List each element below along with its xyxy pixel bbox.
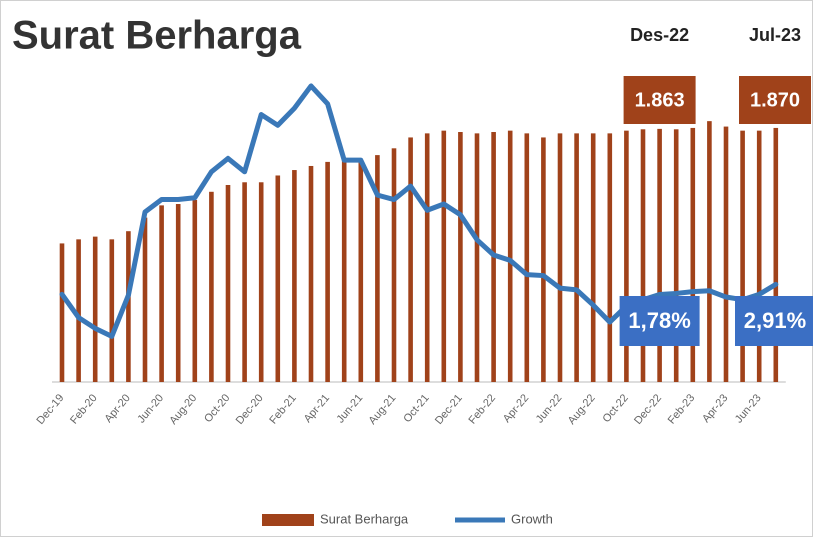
bar — [76, 239, 81, 382]
bar — [258, 182, 264, 382]
legend-label: Surat Berharga — [320, 511, 409, 526]
growth-line — [59, 83, 779, 339]
bar — [574, 133, 579, 382]
column-header: Jul-23 — [749, 25, 801, 45]
bar — [424, 133, 430, 382]
bar-value-label: 1.863 — [635, 89, 685, 111]
bar — [590, 133, 596, 382]
bar — [391, 148, 397, 382]
chart-title: Surat Berharga — [12, 14, 302, 58]
bar — [59, 243, 65, 382]
bar — [673, 129, 679, 382]
bar — [408, 137, 413, 382]
bar — [325, 161, 330, 382]
bar — [557, 133, 563, 382]
growth-label-box — [735, 296, 813, 346]
growth-value-label: 1,78% — [628, 308, 690, 333]
bar — [209, 191, 214, 382]
column-header: Des-22 — [630, 25, 689, 45]
bar — [541, 137, 546, 382]
bar — [242, 182, 247, 382]
bar — [275, 175, 281, 382]
bar — [192, 199, 198, 382]
bar — [740, 130, 745, 382]
growth-value-label: 2,91% — [744, 308, 806, 333]
bar — [225, 184, 231, 382]
bar-value-label: 1.870 — [750, 89, 800, 111]
bar — [126, 231, 131, 382]
bar — [723, 126, 729, 382]
bar — [707, 121, 712, 382]
bar — [607, 133, 613, 382]
bar — [142, 217, 148, 382]
bar — [308, 165, 314, 382]
bar — [624, 130, 629, 382]
growth-label-box — [619, 296, 700, 346]
bar — [474, 133, 480, 382]
bar — [773, 127, 779, 382]
bar — [507, 130, 513, 382]
bar — [175, 204, 181, 382]
bar — [159, 205, 164, 382]
bar — [657, 128, 662, 382]
bar-label-box — [739, 76, 811, 124]
bar — [92, 236, 98, 382]
bar — [358, 160, 364, 382]
bar — [441, 130, 447, 382]
bar — [109, 239, 115, 382]
legend-label: Growth — [511, 511, 553, 526]
bar — [524, 133, 530, 382]
bar — [640, 129, 646, 382]
bar-label-box — [623, 76, 696, 124]
legend-swatch — [262, 514, 314, 526]
bar — [292, 170, 297, 382]
bar — [341, 157, 347, 382]
bar — [756, 130, 762, 382]
bar — [375, 155, 380, 382]
bar — [458, 132, 463, 382]
bar — [690, 127, 696, 382]
